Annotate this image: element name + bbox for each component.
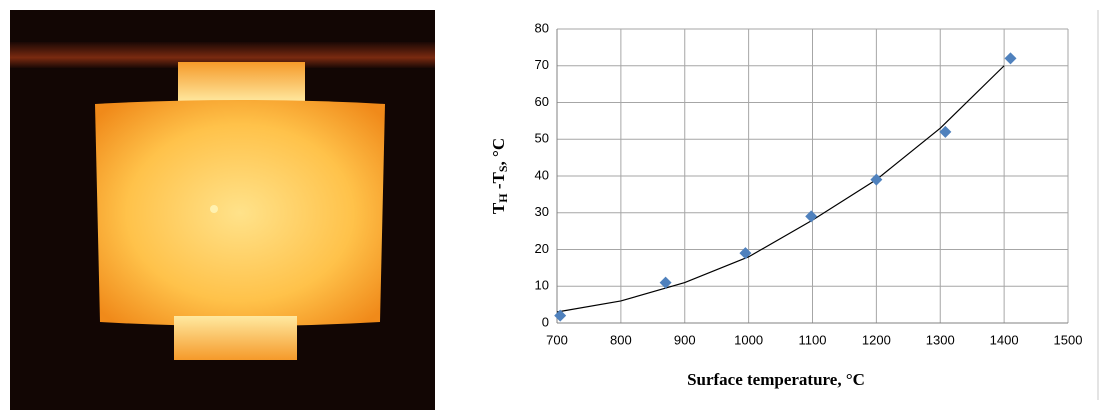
y-tick-label: 70 [535,57,549,72]
hot-spot [210,205,218,213]
x-tick-label: 1400 [990,332,1019,347]
y-tick-label: 20 [535,241,549,256]
point [739,247,751,259]
y-label-unit: , °C [489,138,508,166]
x-tick-label: 1200 [862,332,891,347]
specimen [95,100,385,326]
x-tick-label: 1100 [799,332,827,347]
x-tick-label: 900 [674,332,696,347]
y-label-part: T [489,202,508,214]
y-axis-label: TH -TS, °C [489,138,510,214]
x-tick-label: 800 [610,332,632,347]
x-tick-label: 1000 [734,332,763,347]
y-tick-label: 30 [535,204,549,219]
point [1005,52,1017,64]
y-label-part: -T [489,172,508,194]
point [805,210,817,222]
upper-stem [178,62,305,102]
y-tick-label: 10 [535,278,549,293]
y-tick-label: 80 [535,20,549,35]
photo [10,10,435,410]
x-tick-label: 700 [546,332,568,347]
page: Surface temperature, °C TH -TS, °C 0 10 20… [0,0,1111,410]
x-tick-label: 1500 [1054,332,1083,347]
lower-stem [174,316,297,360]
x-axis-label: Surface temperature, °C [687,370,865,389]
y-tick-label: 0 [542,314,549,329]
y-tick-label: 60 [535,94,549,109]
y-tick-label: 40 [535,167,549,182]
x-tick-label: 1300 [926,332,955,347]
y-tick-label: 50 [535,131,549,146]
point [554,310,566,322]
point [870,174,882,186]
